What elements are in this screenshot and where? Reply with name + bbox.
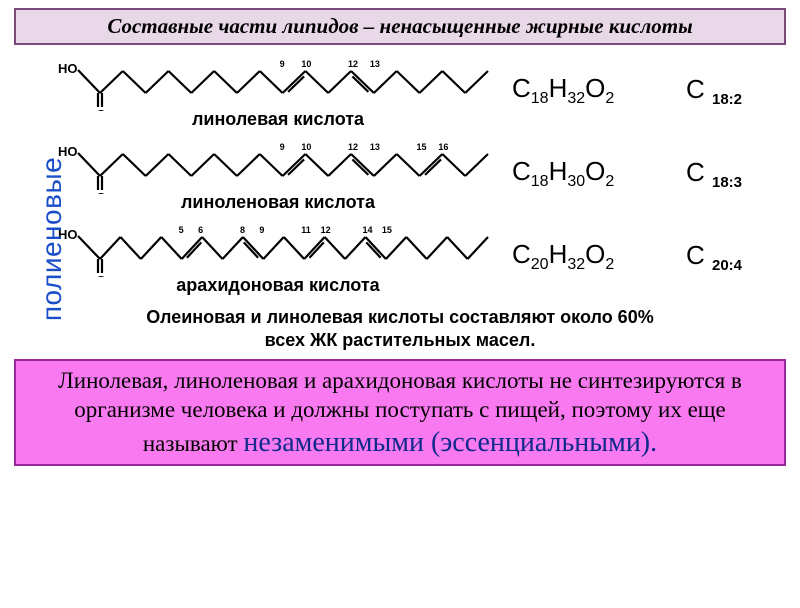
- essential-highlight: незаменимыми (эссенциальными).: [243, 427, 657, 458]
- skeletal-structure: HO O 9 10 12 13: [58, 49, 498, 111]
- svg-text:8: 8: [240, 225, 245, 235]
- shorthand-notation: C 20:4: [686, 240, 776, 298]
- svg-text:11: 11: [301, 225, 311, 235]
- svg-text:15: 15: [417, 142, 427, 152]
- molecular-formula: C18H32O2: [512, 73, 672, 132]
- title: Составные части липидов – ненасыщенные ж…: [14, 8, 786, 45]
- svg-text:9: 9: [280, 59, 285, 69]
- skeletal-structure: HOO91012131516: [58, 132, 498, 194]
- skeletal-structure: HOO568911121415: [58, 215, 498, 277]
- acid-row: HO O 9 10 12 13 линолевая кислота C18H32O2C 18:…: [58, 49, 790, 132]
- svg-text:9: 9: [280, 142, 285, 152]
- svg-text:12: 12: [348, 59, 358, 69]
- acid-row: HOO568911121415арахидоновая кислотаC20H3…: [58, 215, 790, 298]
- shorthand-notation: C 18:2: [686, 74, 776, 132]
- acid-name: линоленовая кислота: [58, 192, 498, 215]
- structure-column: HOO91012131516линоленовая кислота: [58, 132, 498, 215]
- acid-row: HOO91012131516линоленовая кислотаC18H30O…: [58, 132, 790, 215]
- svg-text:10: 10: [301, 59, 311, 69]
- structure-column: HO O 9 10 12 13 линолевая кислота: [58, 49, 498, 132]
- acid-name: арахидоновая кислота: [58, 275, 498, 298]
- svg-text:O: O: [96, 107, 106, 111]
- svg-text:16: 16: [438, 142, 448, 152]
- acid-rows: HO O 9 10 12 13 линолевая кислота C18H32O2C 18:…: [58, 49, 790, 298]
- acid-name: линолевая кислота: [58, 109, 498, 132]
- molecular-formula: C20H32O2: [512, 239, 672, 298]
- svg-text:15: 15: [382, 225, 392, 235]
- svg-text:13: 13: [370, 142, 380, 152]
- svg-text:14: 14: [362, 225, 372, 235]
- svg-text:O: O: [96, 273, 106, 277]
- molecular-formula: C18H30O2: [512, 156, 672, 215]
- oils-note: Олеиновая и линолевая кислоты составляют…: [20, 306, 780, 351]
- svg-text:10: 10: [301, 142, 311, 152]
- note-line1: Олеиновая и линолевая кислоты составляют…: [146, 307, 653, 327]
- essential-note: Линолевая, линоленовая и арахидоновая ки…: [14, 359, 786, 466]
- svg-text:12: 12: [348, 142, 358, 152]
- shorthand-notation: C 18:3: [686, 157, 776, 215]
- note-line2: всех ЖК растительных масел.: [265, 330, 536, 350]
- svg-text:HO: HO: [58, 61, 78, 76]
- svg-text:12: 12: [321, 225, 331, 235]
- side-label-polyenoic: полиеновые: [36, 157, 68, 321]
- svg-text:9: 9: [259, 225, 264, 235]
- svg-text:13: 13: [370, 59, 380, 69]
- svg-text:5: 5: [179, 225, 184, 235]
- structure-column: HOO568911121415арахидоновая кислота: [58, 215, 498, 298]
- svg-text:O: O: [96, 190, 106, 194]
- svg-text:6: 6: [198, 225, 203, 235]
